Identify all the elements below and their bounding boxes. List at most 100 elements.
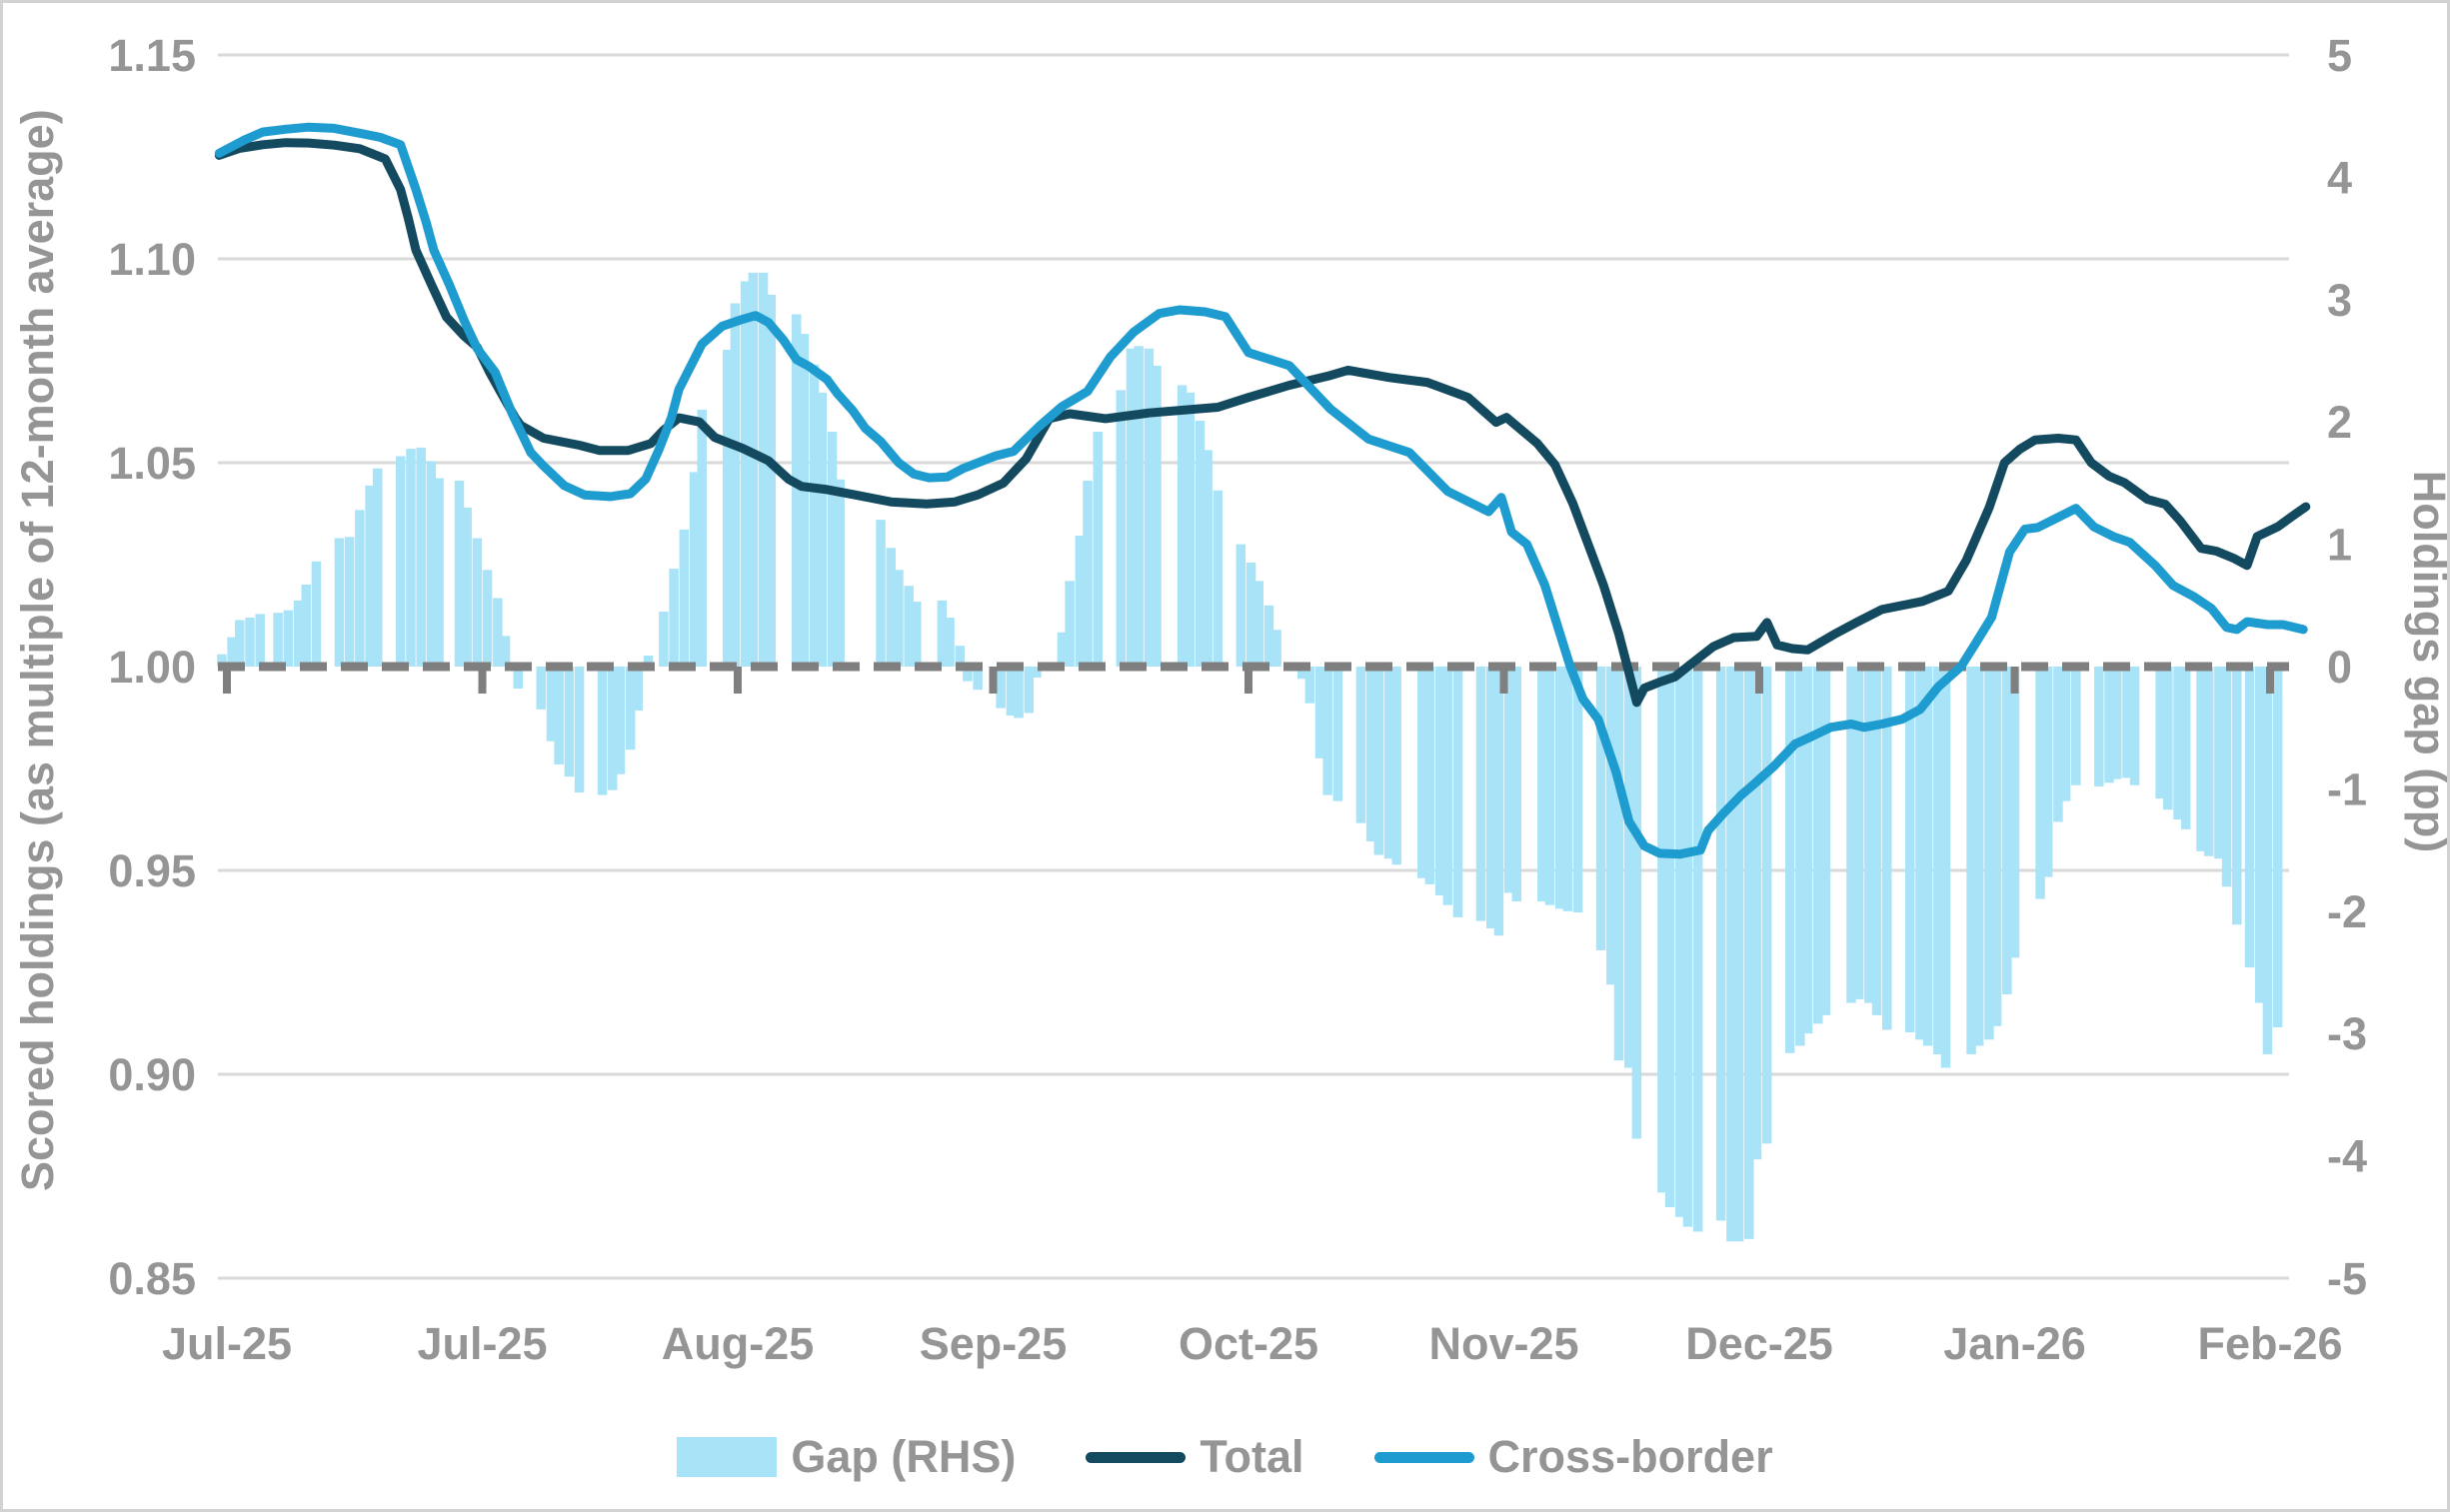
gap-bar <box>1006 667 1017 716</box>
gap-bar <box>546 667 557 742</box>
gap-bar <box>2180 667 2191 829</box>
gap-bar <box>937 600 948 667</box>
left-axis-tick-label: 1.05 <box>108 438 196 489</box>
gap-bar <box>886 548 897 667</box>
gap-bar <box>1922 667 1933 1046</box>
gap-bar <box>217 654 227 667</box>
gap-bar <box>2221 667 2232 887</box>
gap-bar <box>1304 667 1315 704</box>
gap-bar <box>1314 667 1325 758</box>
gap-bar <box>301 584 311 667</box>
gap-bar <box>2129 667 2140 785</box>
gap-bar <box>1195 420 1206 667</box>
legend-label-gap: Gap (RHS) <box>791 1431 1017 1482</box>
gap-bar <box>2173 667 2183 819</box>
gap-bar <box>1744 667 1754 1239</box>
gap-bar <box>462 507 472 667</box>
x-axis-tick <box>989 667 998 694</box>
gap-bar <box>1795 667 1805 1046</box>
gap-bar <box>1177 385 1188 667</box>
gap-bar <box>1485 667 1496 928</box>
gap-bar <box>574 667 585 793</box>
gap-bar <box>1213 490 1224 667</box>
gap-bar <box>1475 667 1486 921</box>
right-axis-tick-label: 5 <box>2327 30 2352 81</box>
left-axis-title: Scored holdings (as multiple of 12-month… <box>12 109 63 1191</box>
gap-bar <box>1442 667 1453 905</box>
gap-bar <box>2060 667 2071 801</box>
gap-bar <box>1595 667 1606 950</box>
legend-label-crossborder: Cross-border <box>1487 1431 1773 1482</box>
gap-bar <box>2053 667 2063 822</box>
gap-bar <box>1452 667 1463 917</box>
gap-bar <box>912 602 922 667</box>
gap-bar <box>1365 667 1376 842</box>
gap-bar <box>1853 667 1864 999</box>
gap-bar <box>633 667 644 712</box>
gap-bar <box>2163 667 2173 810</box>
gap-bar <box>2111 667 2122 779</box>
gap-bar <box>406 449 416 667</box>
x-axis-tick-label: Dec-25 <box>1685 1318 1833 1369</box>
gap-bar <box>283 610 294 667</box>
gap-bar <box>1915 667 1925 1040</box>
gap-bar <box>1355 667 1366 823</box>
gap-bar <box>227 637 237 667</box>
x-axis-tick <box>478 667 487 694</box>
gap-bar <box>1973 667 1984 1046</box>
right-axis-tick-label: -5 <box>2327 1253 2367 1304</box>
gap-bar <box>1572 667 1583 913</box>
gap-bar <box>1882 667 1892 1030</box>
gap-bar <box>2232 667 2242 925</box>
left-axis-tick-label: 0.90 <box>108 1049 196 1100</box>
gap-bar <box>1864 667 1874 1003</box>
gap-bar <box>996 667 1006 709</box>
gap-bar <box>697 409 707 667</box>
gap-bar <box>311 561 322 667</box>
gap-bar <box>615 667 626 774</box>
gap-bar <box>2203 667 2214 856</box>
gap-bar <box>273 613 283 667</box>
gap-bar <box>2009 667 2020 958</box>
gap-bar <box>1493 667 1504 936</box>
right-axis-tick-label: -4 <box>2327 1131 2367 1182</box>
gap-bar <box>1263 605 1274 667</box>
gap-bar <box>1383 667 1394 859</box>
gap-bar <box>536 667 547 710</box>
gap-bar <box>876 520 886 667</box>
gap-bar <box>2272 667 2283 1028</box>
legend-item-crossborder: Cross-border <box>1373 1431 1773 1483</box>
gap-bar <box>500 636 511 667</box>
gap-bar <box>973 667 983 691</box>
gap-bar <box>334 538 345 667</box>
right-axis-tick-label: 4 <box>2327 152 2352 203</box>
x-axis-tick <box>2266 667 2274 694</box>
gap-bar <box>1024 667 1035 714</box>
gap-bar <box>1692 667 1703 1232</box>
x-axis-tick <box>734 667 742 694</box>
right-axis-tick-label: -3 <box>2327 1008 2367 1059</box>
gap-bar <box>454 480 465 667</box>
gap-bar <box>1065 581 1075 667</box>
gap-bar <box>1014 667 1024 719</box>
legend-item-gap: Gap (RHS) <box>677 1431 1016 1483</box>
gap-bar <box>482 570 493 667</box>
gap-bar <box>1554 667 1565 909</box>
gap-bar <box>1631 667 1642 1139</box>
gap-bar <box>2042 667 2053 877</box>
x-axis-tick-label: Oct-25 <box>1179 1318 1318 1369</box>
gap-bar <box>1682 667 1693 1227</box>
gap-bar <box>426 461 437 667</box>
gap-bar <box>472 538 483 667</box>
gap-bar <box>1904 667 1915 1032</box>
right-axis-tick-label: -1 <box>2327 763 2367 814</box>
gap-bar <box>1966 667 1976 1055</box>
gap-bar <box>1784 667 1795 1053</box>
zero-baseline <box>218 662 2289 694</box>
gap-bar <box>1116 390 1126 667</box>
gap-bar <box>817 392 828 667</box>
gap-bar <box>799 334 810 667</box>
gap-bar <box>2071 667 2081 785</box>
gap-bar <box>1434 667 1445 895</box>
